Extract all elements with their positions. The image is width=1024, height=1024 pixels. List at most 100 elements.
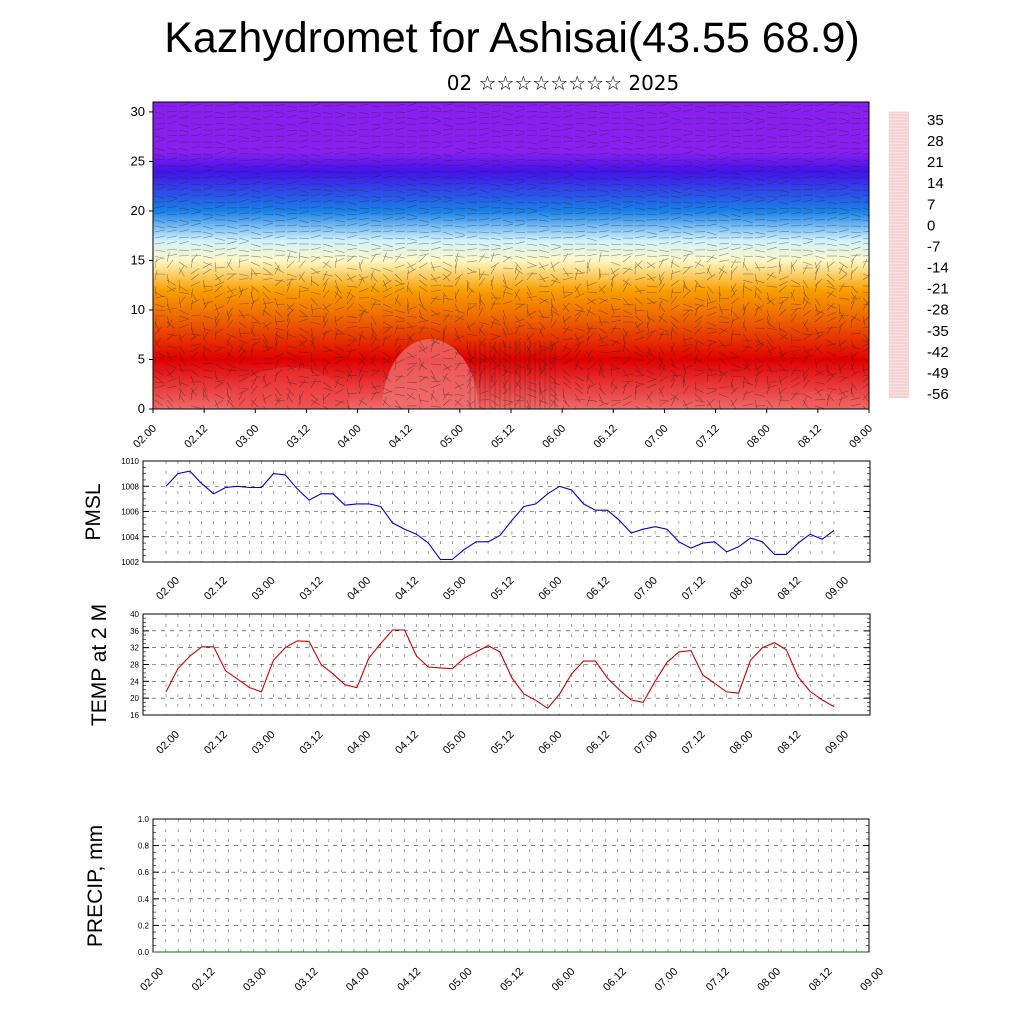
x-tick-label: 04.00 (345, 575, 373, 603)
x-tick-label: 07.12 (694, 423, 722, 451)
colorbar-label: 28 (927, 133, 944, 150)
x-tick-label: 07.12 (704, 966, 732, 994)
x-tick-label: 04.12 (387, 423, 415, 451)
x-tick-label: 09.00 (847, 423, 875, 451)
vertical-grid (152, 819, 870, 952)
x-tick-label: 03.00 (233, 423, 261, 451)
y-tick-label: 0.6 (138, 868, 150, 877)
y-tick-label: 10 (131, 302, 145, 317)
x-tick-label: 09.00 (858, 966, 886, 994)
y-tick-label: 20 (130, 694, 139, 703)
y-tick-label: 1002 (121, 558, 139, 567)
temp-2m-panel: 16 20 24 28 32 36 40 TEMP at 2 M 02.00 02.12 03.00… (88, 604, 871, 757)
y-tick-label: 30 (131, 104, 145, 119)
x-tick-label: 09.00 (823, 729, 851, 757)
y-tick-label: 16 (130, 711, 139, 720)
x-tick-label: 05.12 (489, 575, 517, 603)
x-tick-label: 07.12 (680, 575, 708, 603)
chart-subtitle: 02 ☆☆☆☆☆☆☆☆ 2025 (446, 71, 680, 95)
colorbar-label: -7 (927, 238, 940, 255)
grid (153, 845, 869, 926)
y-tick-label: 0 (138, 401, 145, 416)
x-tick-label: 02.12 (190, 966, 218, 994)
y-tick-label: 40 (130, 610, 139, 619)
x-tick-label: 02.12 (202, 729, 230, 757)
y-tick-label: 0.0 (138, 948, 150, 957)
y-tick-label: 5 (138, 351, 145, 366)
temperature-cross-section: 0 5 10 15 20 25 30 02.00 02.12 03.00 03.12 04.00 04.… (131, 101, 875, 451)
warm-surface-cell (230, 367, 350, 409)
colorbar-label: -35 (927, 323, 949, 340)
colorbar-label: -14 (927, 260, 949, 277)
x-tick-label: 07.12 (680, 729, 708, 757)
x-tick-label: 03.12 (292, 966, 320, 994)
colorbar-label: -42 (927, 344, 949, 361)
x-tick-label: 08.00 (728, 575, 756, 603)
x-tick-label: 03.12 (298, 575, 326, 603)
y-axis-label: TEMP at 2 M (88, 604, 111, 726)
colorbar-label: 21 (927, 154, 944, 171)
x-tick-label: 05.12 (489, 423, 517, 451)
x-tick-label: 03.12 (285, 423, 313, 451)
x-tick-label: 07.00 (652, 966, 680, 994)
colorbar-label: 14 (927, 175, 944, 192)
x-tick-label: 04.12 (393, 575, 421, 603)
x-tick-label: 06.12 (591, 423, 619, 451)
x-tick-label: 05.00 (441, 729, 469, 757)
x-tick-label: 02.12 (182, 423, 210, 451)
y-tick-label: 1.0 (138, 815, 150, 824)
x-tick-label: 06.00 (536, 729, 564, 757)
colorbar-label: -21 (927, 281, 949, 298)
x-tick-label: 02.00 (131, 423, 159, 451)
x-tick-label: 08.12 (796, 423, 824, 451)
x-tick-label: 09.00 (823, 575, 851, 603)
precip-panel: 0.0 0.2 0.4 0.6 0.8 1.0 PRECIP, mm 02.00 02.12 03… (84, 815, 886, 994)
x-tick-label: 04.12 (395, 966, 423, 994)
x-tick-label: 04.12 (393, 729, 421, 757)
x-tick-label: 02.00 (154, 729, 182, 757)
vertical-grid (165, 614, 835, 715)
y-tick-label: 24 (130, 677, 139, 686)
vertical-grid (165, 461, 835, 562)
y-tick-label: 0.4 (138, 895, 150, 904)
x-tick-label: 05.00 (441, 575, 469, 603)
x-tick-label: 04.00 (344, 966, 372, 994)
colorbar-label: 0 (927, 217, 935, 234)
y-tick-label: 25 (131, 153, 145, 168)
x-tick-label: 06.12 (584, 575, 612, 603)
warm-surface-cell (382, 339, 478, 409)
y-tick-label: 32 (130, 644, 139, 653)
x-tick-label: 08.00 (745, 423, 773, 451)
x-tick-label: 03.12 (298, 729, 326, 757)
y-tick-label: 15 (131, 252, 145, 267)
y-tick-label: 1006 (121, 508, 139, 517)
y-tick-label: 1008 (121, 482, 139, 491)
colorbar-label: -28 (927, 302, 949, 319)
x-tick-label: 08.12 (807, 966, 835, 994)
x-tick-label: 08.00 (755, 966, 783, 994)
colorbar-label: -56 (927, 386, 949, 403)
chart-title: Kazhydromet for Ashisai(43.55 68.9) (164, 14, 860, 62)
y-tick-label: 0.8 (138, 842, 150, 851)
x-tick-label: 02.00 (154, 575, 182, 603)
x-tick-label: 06.12 (601, 966, 629, 994)
x-tick-label: 03.00 (250, 729, 278, 757)
x-tick-label: 02.12 (202, 575, 230, 603)
y-axis-label: PRECIP, mm (84, 825, 107, 947)
x-tick-label: 07.00 (632, 575, 660, 603)
wind-barbs (154, 103, 869, 409)
x-tick-label: 06.00 (540, 423, 568, 451)
x-tick-label: 08.12 (775, 729, 803, 757)
colorbar-label: 7 (927, 196, 935, 213)
x-tick-label: 04.00 (345, 729, 373, 757)
x-tick-label: 08.12 (775, 575, 803, 603)
y-tick-label: 1004 (121, 533, 139, 542)
colorbar-label: 35 (927, 112, 944, 129)
y-tick-label: 36 (130, 627, 139, 636)
x-tick-label: 08.00 (728, 729, 756, 757)
plot-frame (152, 818, 870, 953)
series-line (165, 629, 835, 710)
x-tick-label: 05.00 (447, 966, 475, 994)
colorbar-lines (889, 111, 909, 398)
